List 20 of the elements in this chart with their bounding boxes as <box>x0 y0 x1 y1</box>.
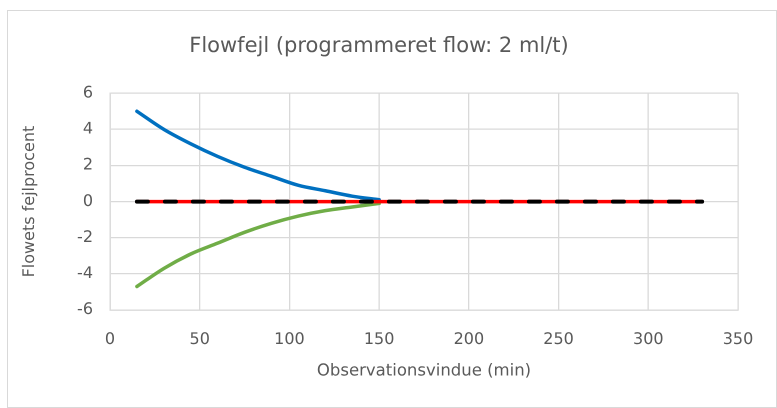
y-tick-label: 2 <box>82 154 93 174</box>
x-tick-label: 300 <box>633 328 664 348</box>
x-tick-label: 0 <box>104 328 116 348</box>
chart-title: Flowfejl (programmeret flow: 2 ml/t) <box>189 33 569 58</box>
x-axis-title: Observationsvindue (min) <box>316 360 532 380</box>
x-tick-label: 350 <box>722 328 754 348</box>
x-tick-label: 250 <box>543 328 574 348</box>
y-tick-label: 0 <box>82 190 93 210</box>
x-tick-label: 150 <box>364 328 394 348</box>
x-tick-label: 50 <box>190 328 210 348</box>
y-tick-label: 4 <box>82 118 93 138</box>
x-tick-label: 200 <box>454 328 484 348</box>
x-tick-label: 100 <box>274 328 305 348</box>
line-series <box>135 202 381 288</box>
y-tick-label: -4 <box>77 263 93 282</box>
y-tick-label: 6 <box>82 82 93 102</box>
y-tick-label: -6 <box>77 299 93 318</box>
y-tick-label: -2 <box>77 226 93 246</box>
line-series <box>135 110 381 202</box>
y-axis-title: Flowets fejlprocent <box>18 126 38 278</box>
